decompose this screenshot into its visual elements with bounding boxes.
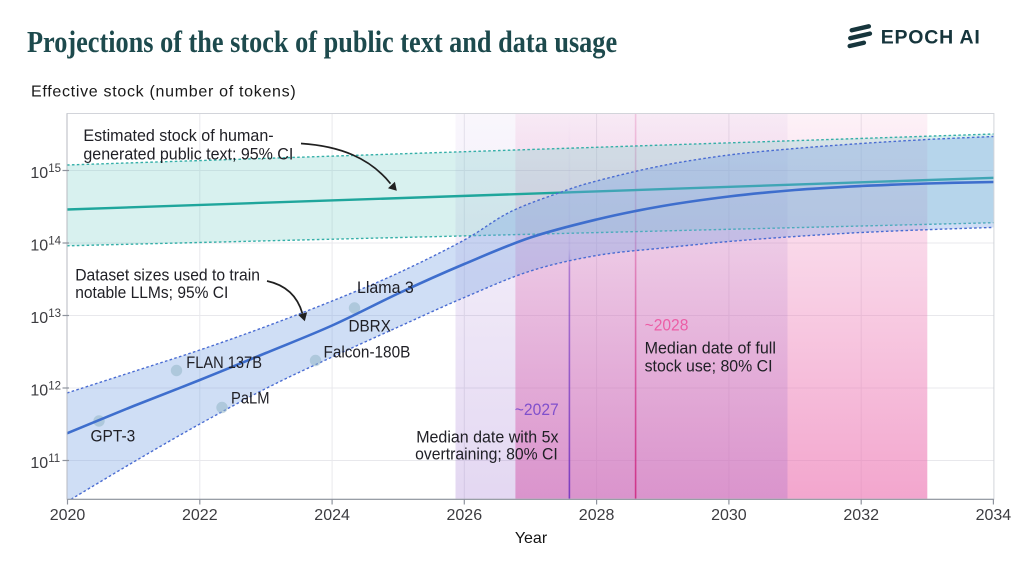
svg-text:~2027: ~2027	[515, 400, 559, 419]
svg-text:2020: 2020	[50, 507, 86, 524]
svg-text:2034: 2034	[976, 507, 1012, 524]
svg-text:Dataset sizes used to train: Dataset sizes used to train	[75, 266, 260, 285]
svg-text:Falcon-180B: Falcon-180B	[324, 343, 411, 362]
svg-text:2030: 2030	[711, 507, 747, 524]
svg-text:Year: Year	[515, 530, 548, 547]
svg-text:Median date with 5x: Median date with 5x	[416, 428, 559, 447]
svg-text:Estimated stock of human-: Estimated stock of human-	[83, 126, 273, 146]
svg-text:2024: 2024	[314, 507, 350, 524]
svg-text:2028: 2028	[579, 507, 615, 524]
svg-text:2022: 2022	[182, 507, 218, 524]
svg-text:2026: 2026	[447, 507, 483, 524]
svg-text:FLAN 137B: FLAN 137B	[186, 354, 262, 372]
svg-text:Median date of full: Median date of full	[645, 338, 776, 358]
svg-text:Llama 3: Llama 3	[357, 279, 414, 298]
svg-text:~2028: ~2028	[645, 316, 689, 335]
svg-text:overtraining; 80% CI: overtraining; 80% CI	[415, 445, 558, 464]
svg-text:Effective stock (number of tok: Effective stock (number of tokens)	[31, 84, 296, 101]
svg-text:stock use; 80% CI: stock use; 80% CI	[645, 357, 773, 376]
svg-text:notable LLMs; 95% CI: notable LLMs; 95% CI	[75, 284, 228, 303]
svg-text:2032: 2032	[843, 507, 879, 524]
svg-text:generated public text; 95% CI: generated public text; 95% CI	[83, 145, 293, 164]
svg-text:PaLM: PaLM	[231, 390, 269, 408]
svg-text:Projections of the stock of pu: Projections of the stock of public text …	[27, 25, 617, 60]
svg-text:GPT-3: GPT-3	[91, 427, 136, 446]
svg-text:EPOCH AI: EPOCH AI	[881, 26, 981, 48]
svg-text:DBRX: DBRX	[349, 317, 392, 336]
